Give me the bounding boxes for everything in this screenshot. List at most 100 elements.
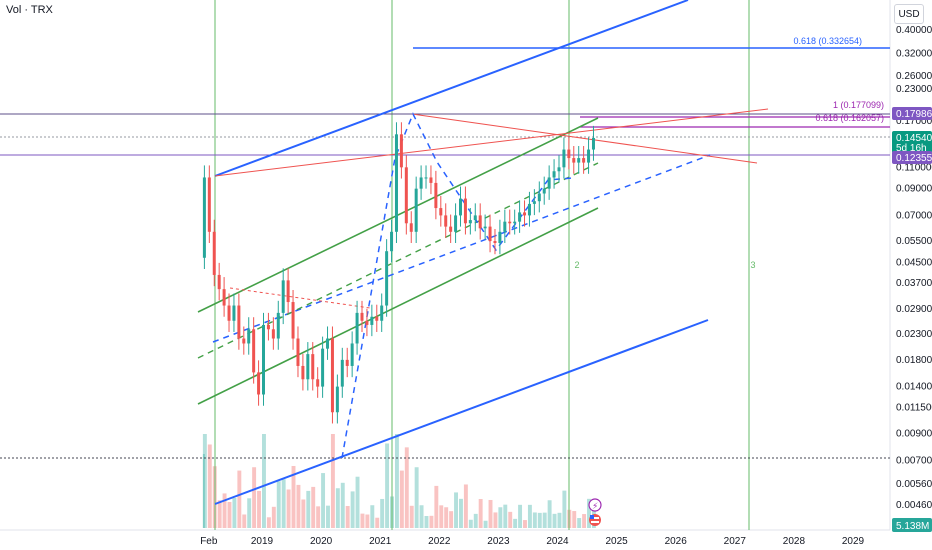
candle-body [399, 134, 403, 168]
volume-bar [449, 511, 454, 528]
volume-tag-badge [892, 518, 932, 532]
volume-bar [493, 512, 498, 528]
candle-body [375, 316, 379, 321]
candle-body [572, 158, 576, 163]
volume-bar [459, 498, 463, 528]
candle-body [330, 338, 334, 413]
blue-channel-mid [212, 154, 711, 343]
candle-body [409, 223, 413, 232]
volume-bar [562, 490, 567, 528]
volume-bar [350, 491, 355, 528]
volume-bar [335, 488, 340, 528]
lightning-glyph: ⚡ [592, 502, 598, 512]
candle-body [306, 354, 310, 380]
price-tag-label: 0.145400 [896, 133, 932, 144]
time-tick-label: 2024 [546, 536, 569, 547]
candle-body [232, 305, 236, 321]
green-channel-mid [197, 162, 599, 359]
volume-bar [340, 482, 345, 528]
volume-bar [222, 493, 227, 528]
candle-body [434, 182, 438, 209]
volume-bar [355, 476, 360, 528]
time-tick-label: 2019 [251, 536, 274, 547]
volume-tag-label: 5.138M [896, 521, 929, 532]
volume-bar [498, 507, 503, 528]
volume-bar [523, 520, 527, 528]
candle-body [252, 329, 256, 373]
candle-body [424, 177, 428, 179]
candle-body [321, 348, 325, 387]
candle-body [444, 215, 448, 227]
candle-body [478, 215, 482, 229]
volume-bar [291, 465, 296, 528]
candle-body [532, 201, 536, 204]
candle-body [286, 280, 290, 303]
candle-body [557, 167, 561, 172]
volume-bar [429, 515, 434, 528]
time-tick-label: 2020 [310, 536, 333, 547]
flag-canton [590, 515, 594, 519]
volume-bar [473, 513, 478, 528]
candle-body [523, 212, 527, 216]
volume-bar [326, 505, 330, 528]
volume-bar [572, 511, 577, 528]
currency-selector[interactable]: USD [894, 4, 924, 24]
volume-bar [266, 517, 271, 528]
candle-body [385, 251, 389, 306]
candle-body [414, 188, 418, 232]
blue-channel-lower [214, 319, 709, 505]
blue-channel-upper [214, 0, 689, 177]
time-tick-label: 2022 [428, 536, 451, 547]
candle-body [542, 188, 546, 194]
candle-body [335, 386, 339, 413]
lightning-event-icon [588, 498, 602, 512]
candle-body [439, 208, 443, 216]
volume-bar [537, 512, 542, 528]
candle-body [591, 137, 595, 150]
green-channel-upper [197, 117, 599, 313]
candle-body [468, 220, 472, 224]
time-tick-label: 2029 [842, 536, 865, 547]
candle-body [222, 289, 226, 306]
candle-body [326, 338, 330, 349]
volume-bar [399, 470, 404, 528]
candle-body [527, 203, 531, 216]
candle-body [350, 343, 354, 366]
candle-body [340, 359, 344, 387]
volume-bar [202, 454, 205, 528]
candle-body [449, 226, 453, 232]
volume-bar [262, 434, 266, 528]
candle-body [247, 329, 251, 344]
candle-body [276, 312, 280, 339]
volume-bar [330, 434, 335, 528]
volume-bar [257, 490, 261, 528]
candle-body [380, 305, 384, 321]
candle-body [242, 338, 246, 344]
fib-level-label: 1 (0.177099) [833, 100, 884, 110]
candle-body [394, 134, 398, 232]
candle-body [345, 359, 349, 366]
candle-body [370, 316, 374, 325]
candle-body [454, 215, 458, 232]
volume-bar [409, 505, 414, 528]
candle-body [360, 312, 364, 321]
volume-bar [513, 518, 518, 528]
candle-body [281, 280, 285, 313]
volume-bar [365, 514, 370, 528]
candle-body [311, 354, 315, 380]
fib-level-label: 0.618 (0.332654) [793, 36, 862, 46]
candle-body [582, 158, 586, 163]
volume-bar [301, 499, 306, 528]
candle-body [503, 221, 507, 232]
volume-bar [478, 499, 483, 528]
candle-body [513, 221, 517, 224]
volume-bar [547, 500, 552, 528]
